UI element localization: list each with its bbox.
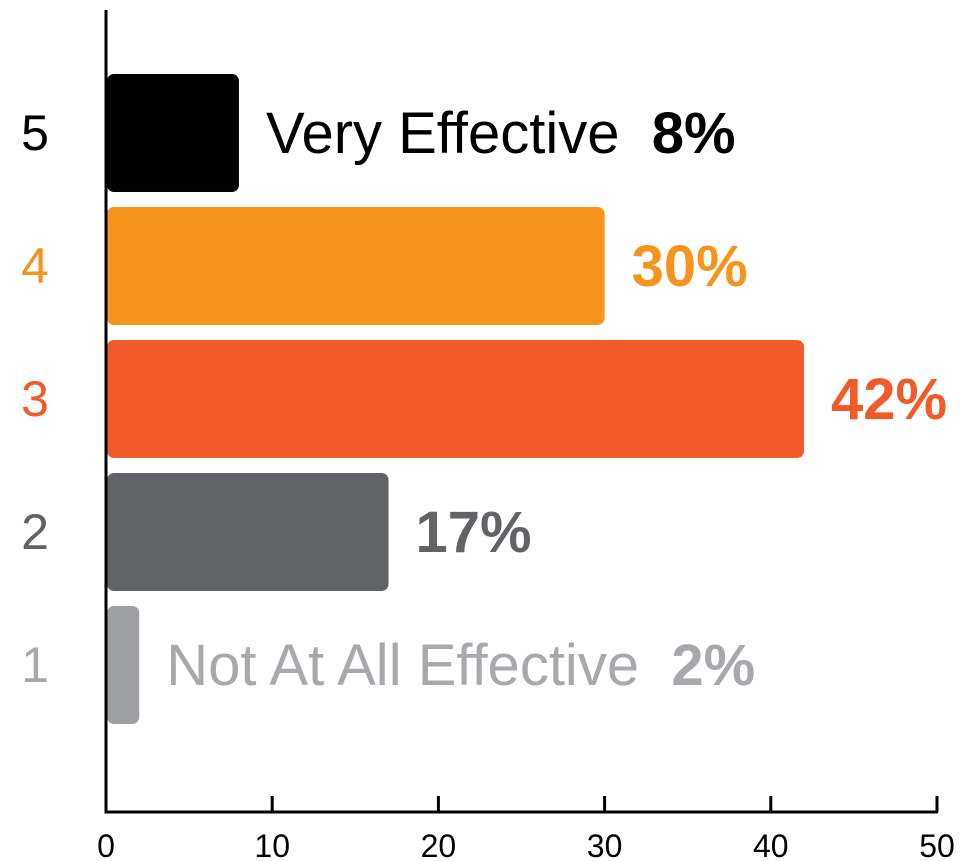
bar-2 [107,473,389,591]
category-label-4: 4 [21,238,49,294]
x-tick-label-50: 50 [919,828,955,861]
value-label-2: 17% [416,500,532,565]
bar-label-2: 17% [416,500,532,565]
x-tick-label-30: 30 [587,828,623,861]
x-tick-label-40: 40 [753,828,789,861]
x-tick-label-0: 0 [97,828,115,861]
bar-1 [107,606,140,724]
bar-4 [107,207,605,325]
description-label-1: Not At All Effective [166,633,671,698]
category-label-2: 2 [21,504,49,560]
bar-label-1: Not At All Effective 2% [166,633,755,698]
value-label-1: 2% [671,633,755,698]
bar-label-4: 30% [632,234,748,299]
description-label-5: Very Effective [266,101,652,166]
bar-label-3: 42% [831,367,947,432]
x-tick-label-20: 20 [421,828,457,861]
category-label-1: 1 [21,637,49,693]
value-label-4: 30% [632,234,748,299]
value-label-5: 8% [652,101,736,166]
bar-3 [107,340,805,458]
x-axis-ticks: 0 10 20 30 40 50 [97,796,955,861]
bars-layer [107,74,805,724]
bar-label-5: Very Effective 8% [266,101,736,166]
bar-5 [107,74,239,192]
labels-layer: 5 Very Effective 8% 4 30% 3 42% 2 17% 1 Not At Al… [21,101,947,698]
category-label-5: 5 [21,105,49,161]
value-label-3: 42% [831,367,947,432]
category-label-3: 3 [21,371,49,427]
x-tick-label-10: 10 [254,828,290,861]
